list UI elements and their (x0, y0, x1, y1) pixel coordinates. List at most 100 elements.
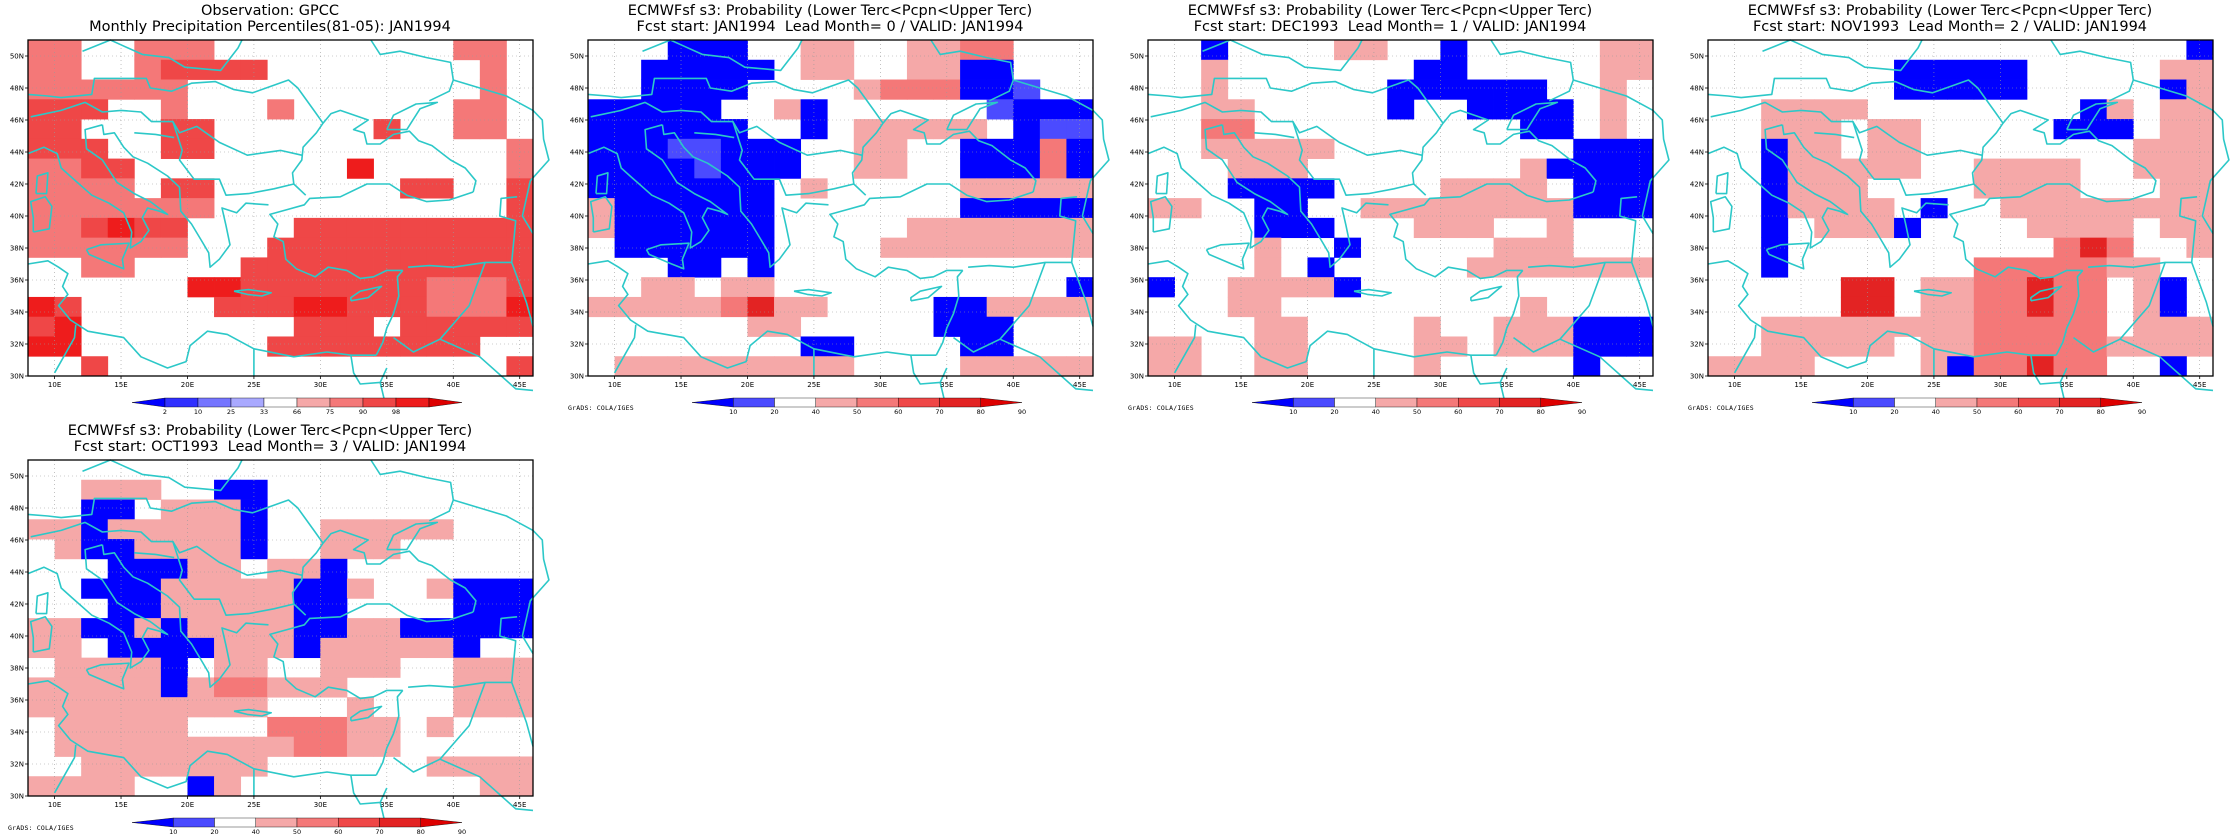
coastline (439, 338, 534, 392)
grid-cell (774, 158, 802, 179)
colorbar-label: 60 (894, 408, 902, 416)
grid-cell (214, 479, 242, 500)
grid-cell (81, 499, 109, 520)
grid-cell (1013, 138, 1041, 159)
coastline (1013, 79, 1094, 112)
lat-tick-label: 44N (1130, 149, 1144, 157)
grid-cell (81, 716, 109, 738)
colorbar-label: 40 (1372, 408, 1380, 416)
grid-cell (1493, 257, 1521, 278)
grid-cell (453, 336, 481, 357)
grid-cell (1599, 99, 1627, 120)
grid-cell (827, 356, 855, 377)
grid-cell (453, 237, 481, 258)
grid-cell (747, 198, 775, 219)
grid-cell (1599, 59, 1627, 80)
grid-cell (747, 296, 775, 318)
colorbar-label: 70 (2055, 408, 2063, 416)
grid-cell (1493, 79, 1521, 100)
grid-cell (453, 40, 481, 61)
colorbar-swatch (1935, 397, 1978, 408)
lon-tick-label: 45E (513, 801, 526, 809)
lat-tick-label: 32N (10, 341, 24, 349)
map-frame (587, 39, 1094, 377)
grid-cell (614, 217, 642, 239)
grid-cell (2000, 277, 2028, 298)
grid-cell (1761, 217, 1789, 239)
colorbar-swatch (898, 397, 940, 408)
grid-cell (667, 59, 695, 80)
grid-cell (187, 59, 215, 80)
coastline (1147, 77, 1444, 124)
grid-cell (1761, 257, 1789, 278)
coastline (2133, 79, 2214, 112)
grid-cell (479, 598, 507, 619)
grid-cell (2080, 277, 2108, 298)
grid-cell (453, 618, 481, 639)
colorbar-swatch (980, 397, 1023, 408)
grid-cell (1599, 138, 1627, 159)
grid-cell (588, 99, 615, 120)
grid-cell (2106, 119, 2134, 140)
grid-cell (853, 158, 881, 179)
coastline (1470, 285, 1503, 302)
grid-cell (28, 158, 55, 179)
grid-cell (986, 217, 1014, 239)
grid-cell (160, 697, 188, 718)
coastline (1490, 39, 1575, 102)
grid-cell (2080, 356, 2108, 377)
colorbar-label: 40 (812, 408, 820, 416)
grid-cell (1466, 217, 1494, 239)
grid-cell (2026, 336, 2054, 357)
colorbar-label: 20 (210, 828, 218, 836)
grid-cell (320, 558, 348, 579)
grid-cell (187, 598, 215, 619)
grid-cell (479, 59, 507, 80)
grid-cell (2080, 237, 2108, 258)
map-frame (1707, 39, 2214, 377)
colorbar-swatch (774, 397, 816, 408)
coastline (2030, 355, 2068, 385)
coastline (732, 121, 854, 196)
grid-cell (346, 257, 374, 278)
grid-cell (2000, 296, 2028, 318)
colorbar (131, 817, 463, 828)
lon-tick-label: 25E (1927, 381, 1940, 389)
colorbar-label: 20 (770, 408, 778, 416)
grid-cell (187, 519, 215, 540)
grid-cell (1307, 277, 1335, 298)
probability-map: 10E 15E 20E 25E 30E 35E 40E 45E 30N 32N 34N 36N 38N 4… (10, 459, 550, 836)
grid-cell (933, 237, 961, 258)
grid-cell (81, 578, 109, 599)
grid-cell (960, 356, 988, 377)
grid-cell (28, 336, 55, 357)
grid-cell (187, 756, 215, 777)
coastline (1710, 101, 1982, 156)
grads-credit: GrADS: COLA/IGES (8, 824, 74, 832)
grid-cell (747, 158, 775, 179)
grid-cell (54, 217, 82, 239)
grid-cell (1814, 158, 1842, 179)
grid-cell (1573, 257, 1601, 278)
lat-tick-label: 46N (10, 117, 24, 125)
grid-cell (960, 198, 988, 219)
lat-tick-label: 46N (10, 537, 24, 545)
grid-cell (933, 59, 961, 80)
grid-cell (187, 578, 215, 599)
lat-tick-label: 32N (10, 761, 24, 769)
grid-cell (614, 158, 642, 179)
grid-cell (214, 539, 242, 560)
grid-cell (54, 697, 82, 718)
probability-map: 10E 15E 20E 25E 30E 35E 40E 45E 30N 32N 34N 36N 38N 4… (1130, 39, 1670, 416)
coastline (408, 196, 518, 268)
grid-cell (267, 736, 295, 757)
grid-cell (1840, 277, 1868, 298)
coastlines (1707, 39, 2230, 405)
panel-title-line2: Fcst start: OCT1993 Lead Month= 3 / VALI… (73, 439, 467, 455)
grid-cell (187, 178, 215, 199)
colorbar-label: 50 (853, 408, 861, 416)
grid-cell (400, 217, 428, 239)
colorbar-label: 80 (417, 828, 425, 836)
grid-cell (800, 40, 828, 61)
grid-cell (1761, 198, 1789, 219)
